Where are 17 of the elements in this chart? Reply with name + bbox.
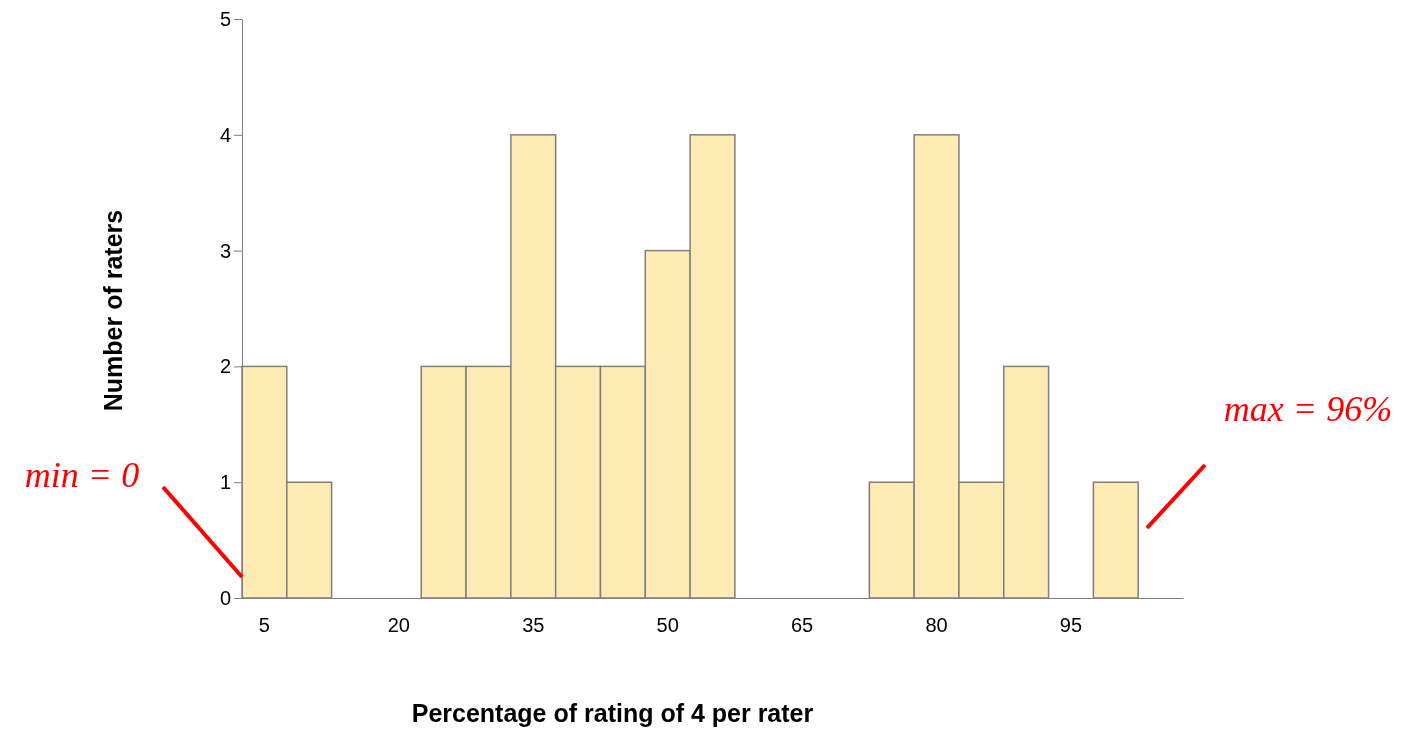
x-tick-label: 20 [387,614,410,637]
y-tick-label: 1 [219,471,231,494]
x-tick-label: 80 [925,614,948,637]
y-axis-title: Number of raters [99,209,127,412]
text: min = 0 [24,455,140,495]
y-tick-label: 4 [219,123,231,146]
y-tick-label: 2 [219,355,231,378]
text: max = 96% [1223,389,1393,429]
y-tick-label: 5 [219,7,231,30]
x-tick-label: 5 [258,614,270,637]
x-tick-label: 35 [522,614,545,637]
x-axis-title: Percentage of rating of 4 per rater [411,699,814,727]
y-tick-label: 0 [219,586,231,609]
y-tick-label: 3 [219,239,231,262]
x-tick-label: 65 [790,614,814,637]
x-tick-label: 95 [1059,614,1083,637]
x-tick-label: 50 [656,614,679,637]
